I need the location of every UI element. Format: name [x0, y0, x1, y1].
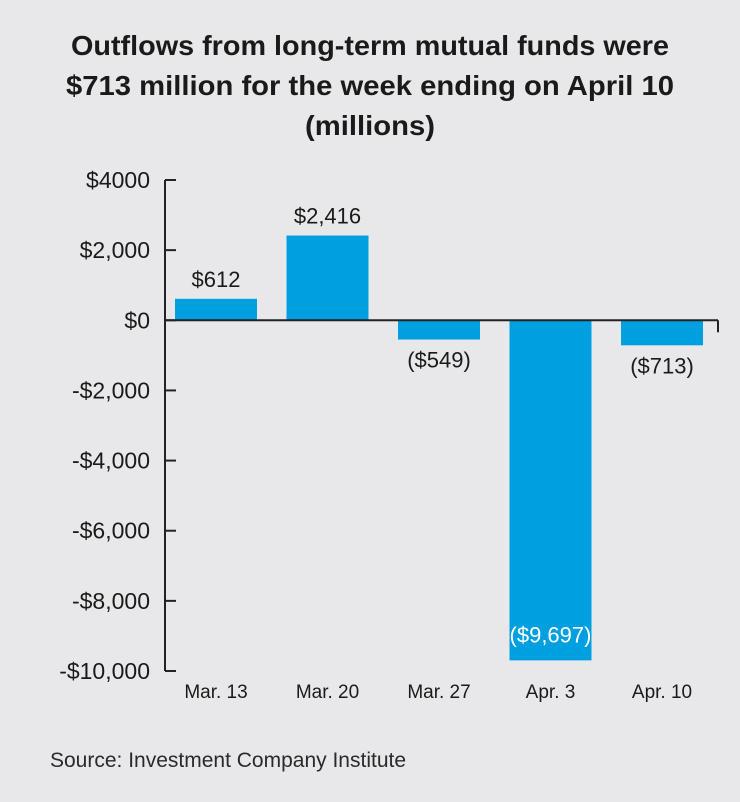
data-label: ($713): [630, 353, 694, 378]
y-tick-label: $4000: [86, 167, 150, 193]
x-tick-label: Mar. 13: [184, 682, 247, 703]
y-tick-label: -$8,000: [72, 588, 150, 614]
y-tick-label: $2,000: [80, 237, 150, 263]
source-note: Source: Investment Company Institute: [50, 749, 406, 772]
x-tick-label: Apr. 10: [632, 682, 692, 703]
chart-title-line-3: (millions): [305, 110, 435, 141]
y-tick-label: -$6,000: [72, 518, 150, 544]
bar: [621, 320, 703, 346]
chart-title-line-2: $713 million for the week ending on Apri…: [66, 70, 674, 101]
bar: [398, 320, 480, 340]
bar: [509, 320, 592, 661]
x-tick-label: Mar. 27: [407, 682, 470, 703]
y-tick-label: -$10,000: [59, 658, 150, 684]
y-tick-label: -$2,000: [72, 377, 150, 403]
chart-title-line-1: Outflows from long-term mutual funds wer…: [71, 30, 669, 61]
y-tick-label: -$4,000: [72, 448, 150, 474]
y-tick-label: $0: [124, 307, 150, 333]
data-label: ($9,697): [510, 622, 592, 647]
data-label: ($549): [407, 348, 471, 373]
bar: [286, 235, 369, 321]
bar: [175, 298, 257, 321]
data-label: $2,416: [294, 204, 361, 229]
x-tick-label: Mar. 20: [296, 682, 359, 703]
data-label: $612: [192, 267, 241, 292]
x-tick-label: Apr. 3: [526, 682, 576, 703]
